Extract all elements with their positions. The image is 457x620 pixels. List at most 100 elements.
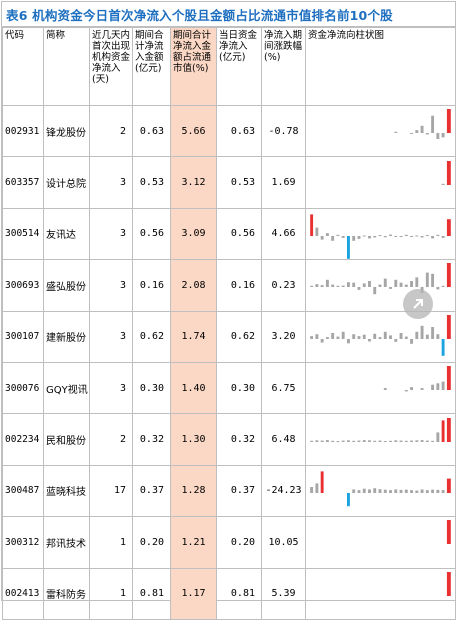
cell-flow-chart — [305, 464, 456, 518]
flow-bar — [420, 489, 424, 493]
cell-flow-chart — [305, 310, 456, 363]
flow-bar — [441, 133, 445, 138]
cell-days: 1 — [89, 516, 133, 569]
flow-bar — [436, 133, 440, 140]
flow-bar — [420, 235, 424, 238]
flow-bar — [336, 234, 340, 236]
flow-bar — [425, 440, 429, 442]
cell-today-amount: 0.30 — [216, 361, 262, 415]
cell-name: 盛弘股份 — [43, 259, 90, 312]
cell-name: 蓝晓科技 — [43, 464, 90, 518]
flow-bar — [336, 336, 340, 339]
header-code: 代码 — [2, 27, 44, 106]
cell-code: 300514 — [2, 207, 44, 261]
cell-name: 民和股份 — [43, 413, 90, 466]
cell-period-change: 5.39 — [261, 567, 306, 620]
flow-bar — [446, 263, 451, 288]
table-row: 300514 友讯达 3 0.56 3.09 0.56 4.66 — [2, 207, 456, 261]
cell-period-change: 4.66 — [261, 207, 306, 261]
flow-bar-chart — [310, 214, 451, 259]
flow-bar — [383, 388, 387, 391]
cell-name: GQY视讯 — [43, 361, 90, 415]
flow-bar — [320, 440, 324, 442]
flow-bar-chart — [310, 417, 451, 442]
flow-bar — [420, 439, 424, 442]
flow-bar — [404, 440, 408, 442]
cell-period-ratio: 1.30 — [170, 413, 217, 466]
flow-bar — [415, 439, 419, 442]
flow-bar — [399, 489, 403, 493]
flow-bar — [325, 336, 329, 339]
flow-bar — [362, 235, 366, 237]
flow-bar — [325, 233, 329, 236]
cell-flow-chart — [305, 516, 456, 569]
header-period-amount: 期间合计净流入金额(亿元) — [132, 27, 171, 106]
flow-bar — [410, 235, 413, 237]
flow-bar — [431, 489, 435, 493]
cell-period-change: -24.23 — [261, 464, 306, 518]
flow-bar — [315, 284, 319, 288]
flow-bar — [415, 235, 419, 237]
flow-bar-chart — [383, 366, 451, 392]
table-row: 300487 蓝晓科技 17 0.37 1.28 0.37 -24.23 — [2, 464, 456, 518]
flow-bar — [420, 125, 424, 134]
flow-bar — [389, 287, 392, 290]
flow-bar — [320, 471, 324, 493]
cell-today-amount: 0.16 — [216, 259, 262, 312]
header-row: 代码 简称 近几天内首次出现机构资金净流入(天) 期间合计净流入金额(亿元) 期… — [2, 27, 456, 106]
flow-bar — [431, 326, 435, 339]
flow-bar — [410, 440, 413, 442]
cell-today-amount: 0.53 — [216, 156, 262, 209]
flow-bar — [347, 235, 350, 259]
flow-bar — [441, 419, 445, 442]
flow-bar — [357, 235, 361, 239]
flow-bar — [436, 333, 440, 339]
flow-bar — [336, 440, 340, 442]
flow-bar — [352, 489, 356, 493]
flow-bar — [446, 314, 451, 339]
flow-bar-chart — [446, 571, 451, 596]
flow-bar — [415, 130, 419, 134]
cell-days: 3 — [89, 310, 133, 363]
flow-bar — [352, 333, 356, 339]
table-row: 002234 民和股份 2 0.32 1.30 0.32 6.48 — [2, 413, 456, 466]
cell-code: 002931 — [2, 104, 44, 158]
flow-bar — [441, 286, 445, 288]
flow-bar — [431, 440, 435, 442]
cell-period-ratio: 2.08 — [170, 259, 217, 312]
flow-bar — [410, 387, 413, 391]
flow-bar — [325, 280, 329, 288]
flow-bar — [404, 336, 408, 339]
cell-period-change: 6.48 — [261, 413, 306, 466]
cell-today-amount: 0.62 — [216, 310, 262, 363]
cell-period-ratio: 1.28 — [170, 464, 217, 518]
flow-bar — [394, 489, 398, 493]
flow-bar-chart — [394, 109, 451, 140]
flow-bar — [410, 490, 413, 493]
cell-flow-chart — [305, 207, 456, 261]
flow-bar — [399, 440, 403, 442]
flow-bar — [341, 331, 345, 339]
cell-period-change: 3.20 — [261, 310, 306, 363]
cell-code: 300693 — [2, 259, 44, 312]
flow-bar — [404, 234, 408, 236]
table-row: 300076 GQY视讯 3 0.30 1.40 0.30 6.75 — [2, 361, 456, 415]
flow-bar — [310, 214, 314, 236]
cell-days: 3 — [89, 361, 133, 415]
flow-bar — [436, 431, 440, 442]
cell-today-amount: 0.81 — [216, 567, 262, 620]
flow-bar — [373, 287, 377, 295]
flow-bar — [310, 486, 314, 493]
cell-period-ratio: 3.12 — [170, 156, 217, 209]
flow-bar — [368, 281, 371, 288]
cell-days: 1 — [89, 567, 133, 620]
overlay-next-button[interactable] — [403, 289, 433, 319]
flow-bar — [389, 335, 392, 339]
arrow-up-right-icon — [413, 299, 423, 309]
flow-bar — [378, 489, 382, 493]
flow-bar — [441, 338, 445, 356]
flow-bar — [410, 281, 413, 288]
flow-bar — [320, 285, 324, 288]
cell-today-amount: 0.63 — [216, 104, 262, 158]
flow-bar — [310, 440, 314, 442]
